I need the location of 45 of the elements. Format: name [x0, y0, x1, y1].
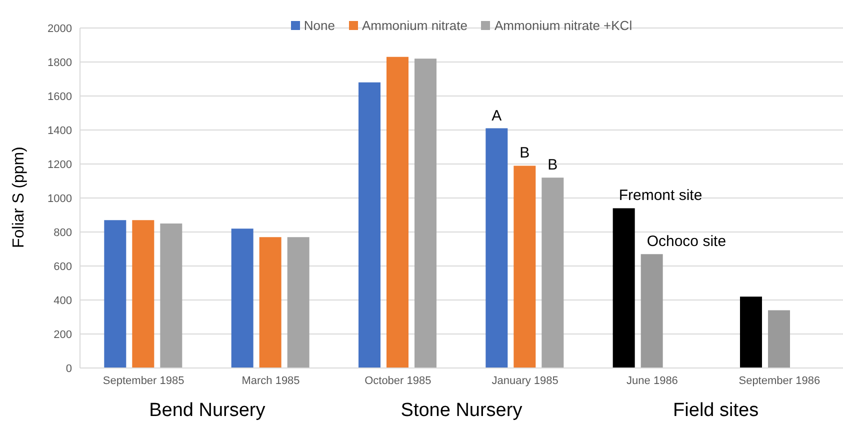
y-tick-label: 1200 — [48, 158, 72, 171]
x-tick-label: September 1986 — [738, 374, 820, 387]
y-tick-label: 600 — [54, 260, 72, 273]
annotation: B — [520, 144, 530, 162]
bar — [231, 228, 254, 368]
annotation: Ochoco site — [646, 233, 726, 250]
legend-label: Ammonium nitrate +KCl — [493, 18, 632, 33]
y-axis-title: Foliar S (ppm) — [10, 146, 28, 248]
bar — [358, 82, 380, 368]
bar — [132, 220, 154, 368]
bar — [542, 178, 564, 368]
text: Field sites — [672, 400, 760, 422]
y-tick-label: 800 — [54, 226, 72, 239]
x-tick-label: September 1985 — [102, 374, 184, 387]
bar — [768, 310, 790, 368]
y-tick-label: 200 — [54, 328, 72, 341]
legend-label: Ammonium nitrate — [360, 18, 468, 33]
annotation: B — [548, 156, 558, 174]
y-tick-label: 1400 — [48, 124, 72, 137]
y-tick-label: 0 — [66, 362, 72, 375]
bar — [287, 237, 310, 368]
annotation: Fremont site — [618, 187, 702, 204]
y-tick-label: 400 — [54, 294, 72, 307]
legend-label: None — [302, 18, 335, 33]
x-tick-label: January 1985 — [492, 374, 558, 387]
bar — [386, 56, 408, 368]
x-tick-label: October 1985 — [364, 374, 432, 387]
bar — [486, 128, 508, 368]
x-tick-label: June 1986 — [626, 374, 678, 387]
text: Stone Nursery — [400, 400, 524, 422]
y-tick-label: 1800 — [48, 56, 72, 69]
bar — [104, 220, 126, 368]
text: Bend Nursery — [148, 400, 266, 422]
x-tick-label: March 1985 — [242, 374, 300, 387]
bar — [612, 208, 635, 368]
bar — [160, 224, 182, 368]
bar — [259, 237, 282, 368]
bar — [514, 166, 536, 368]
bar — [640, 254, 663, 368]
bar — [414, 58, 436, 368]
annotation: A — [492, 107, 502, 124]
y-tick-label: 1000 — [48, 192, 72, 205]
y-tick-label: 1600 — [48, 90, 72, 103]
bar — [740, 296, 762, 368]
y-tick-label: 2000 — [48, 22, 72, 35]
